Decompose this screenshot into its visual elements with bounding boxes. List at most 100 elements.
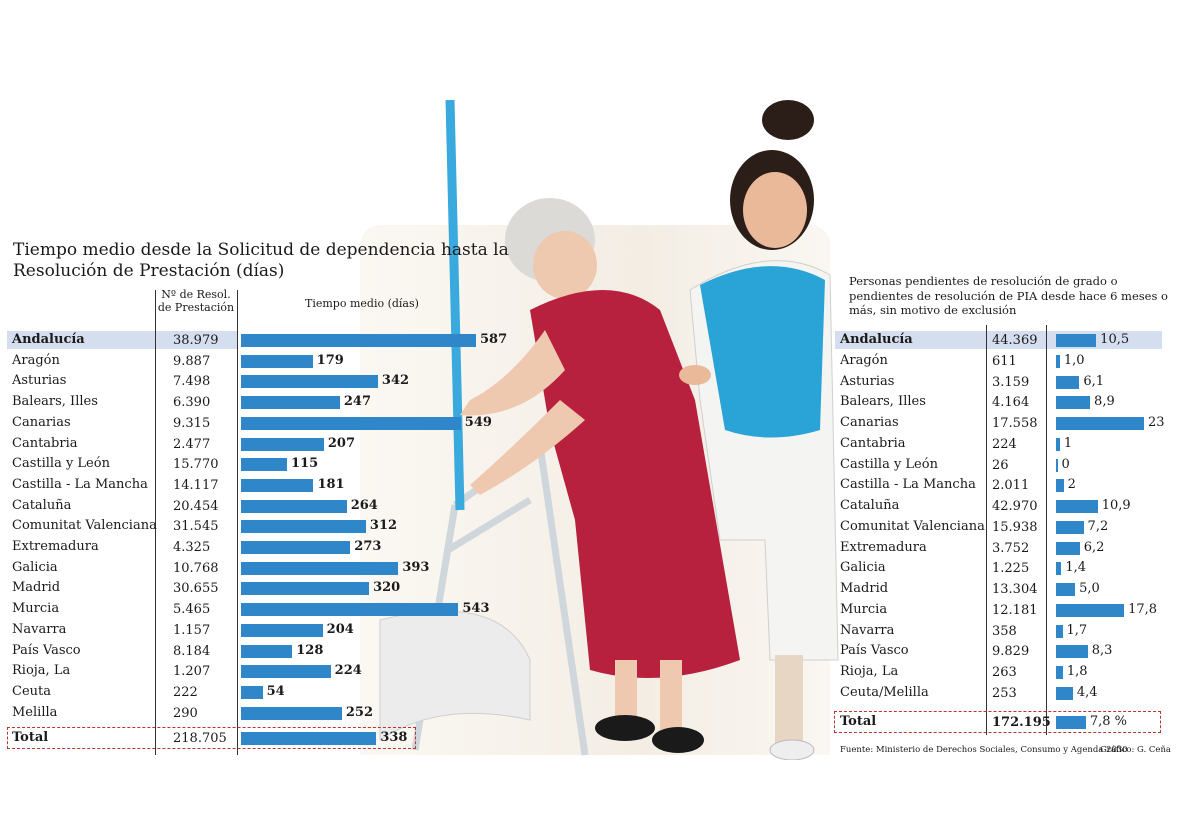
left-highlight-band — [7, 331, 237, 349]
right-row-value: 4,4 — [1076, 684, 1098, 700]
right-row-bar — [1056, 645, 1088, 659]
right-row-pendientes: 42.970 — [992, 499, 1038, 514]
right-row-label: Navarra — [840, 622, 895, 638]
left-row-value: 247 — [343, 394, 372, 410]
right-row-pendientes: 263 — [992, 665, 1017, 680]
right-row-label: Rioja, La — [840, 664, 899, 679]
right-row-pendientes: 253 — [992, 685, 1017, 701]
left-row-label: Galicia — [12, 559, 58, 575]
left-row-label: Andalucía — [12, 332, 85, 347]
left-row-resol: 30.655 — [173, 581, 219, 597]
right-row-value: 10,5 — [1100, 332, 1130, 347]
left-row-resol: 222 — [173, 684, 198, 700]
right-row-value: 6,1 — [1083, 373, 1105, 389]
right-row-label: Murcia — [840, 601, 888, 617]
left-row-bar — [241, 416, 461, 430]
left-row-value: 179 — [316, 352, 344, 368]
left-row-bar — [241, 478, 314, 492]
left-row-value: 204 — [326, 621, 354, 637]
right-row-label: Galicia — [840, 560, 886, 576]
left-row-label: Rioja, La — [12, 663, 71, 679]
left-row-bar — [241, 437, 324, 451]
left-total-label: Total — [12, 730, 49, 745]
right-row-label: Asturias — [840, 373, 895, 389]
left-row-label: Comunitat Valenciana — [12, 518, 157, 534]
left-row-value: 587 — [480, 332, 508, 347]
right-total-pendientes: 172.195 — [992, 715, 1051, 730]
left-row-label: País Vasco — [12, 642, 81, 658]
left-row-value: 320 — [373, 580, 401, 596]
left-row-resol: 14.117 — [173, 477, 219, 493]
left-row-label: Navarra — [12, 621, 67, 637]
right-row-pendientes: 13.304 — [992, 582, 1038, 597]
left-row-label: Ceuta — [12, 683, 51, 699]
right-row-bar — [1056, 624, 1063, 638]
left-chart-title: Tiempo medio desde la Solicitud de depen… — [13, 240, 509, 281]
right-row-label: Extremadura — [840, 539, 927, 555]
left-row-label: Cataluña — [12, 497, 72, 513]
left-row-value: 252 — [345, 704, 374, 720]
right-row-label: Canarias — [840, 415, 899, 430]
right-row-bar — [1056, 375, 1080, 389]
right-row-bar — [1056, 666, 1063, 679]
right-row-bar — [1056, 354, 1060, 368]
right-row-pendientes: 358 — [992, 623, 1017, 639]
right-row-bar — [1056, 396, 1091, 410]
right-row-pendientes: 17.558 — [992, 416, 1038, 431]
left-row-bar — [241, 623, 323, 637]
left-row-bar — [241, 685, 263, 699]
left-row-resol: 9.315 — [173, 415, 211, 431]
right-row-value: 0 — [1061, 456, 1070, 472]
left-row-bar — [241, 561, 399, 575]
right-row-bar — [1056, 603, 1125, 617]
right-row-value: 7,2 — [1087, 518, 1109, 534]
right-row-label: Andalucía — [840, 332, 913, 347]
left-row-label: Madrid — [12, 580, 61, 596]
left-row-resol: 7.498 — [173, 374, 211, 390]
right-row-bar — [1056, 417, 1144, 430]
left-row-bar — [241, 582, 370, 596]
left-row-label: Murcia — [12, 601, 60, 617]
right-total-box — [834, 711, 1161, 733]
left-row-resol: 20.454 — [173, 498, 219, 514]
left-row-value: 128 — [296, 642, 324, 658]
right-total-value: 7,8 % — [1089, 714, 1127, 729]
right-row-value: 1,7 — [1066, 622, 1088, 638]
right-row-label: País Vasco — [840, 643, 909, 659]
right-row-value: 17,8 — [1128, 601, 1158, 617]
right-row-value: 8,9 — [1094, 394, 1115, 410]
left-row-bar — [241, 706, 342, 720]
right-row-label: Cantabria — [840, 435, 906, 451]
left-row-bar — [241, 520, 366, 534]
right-row-pendientes: 44.369 — [992, 333, 1038, 348]
right-row-bar — [1056, 520, 1084, 534]
left-total-bar — [241, 732, 377, 745]
left-row-resol: 38.979 — [173, 333, 219, 348]
left-row-resol: 1.157 — [173, 622, 211, 638]
left-row-label: Castilla y León — [12, 456, 110, 472]
left-row-label: Cantabria — [12, 435, 78, 451]
left-row-resol: 4.325 — [173, 540, 211, 555]
left-row-value: 543 — [462, 601, 490, 617]
left-total-box — [7, 727, 416, 749]
right-row-label: Aragón — [840, 352, 888, 368]
right-row-label: Madrid — [840, 581, 889, 596]
left-row-value: 393 — [402, 559, 430, 575]
right-row-pendientes: 9.829 — [992, 644, 1030, 660]
left-row-resol: 10.768 — [173, 560, 219, 576]
right-row-value: 1,8 — [1066, 664, 1088, 679]
right-row-bar — [1056, 686, 1073, 700]
left-row-label: Asturias — [12, 373, 67, 389]
right-row-value: 8,3 — [1091, 643, 1113, 659]
left-row-resol: 290 — [173, 705, 198, 721]
left-row-value: 207 — [327, 435, 355, 451]
right-row-pendientes: 15.938 — [992, 519, 1038, 535]
right-row-value: 6,2 — [1083, 539, 1105, 555]
left-divider-1 — [155, 290, 156, 755]
left-row-resol: 15.770 — [173, 457, 219, 473]
left-row-label: Aragón — [12, 352, 60, 368]
right-row-pendientes: 4.164 — [992, 395, 1030, 411]
right-row-bar — [1056, 541, 1080, 555]
photo-illustration — [379, 100, 839, 760]
left-row-label: Melilla — [12, 704, 58, 720]
